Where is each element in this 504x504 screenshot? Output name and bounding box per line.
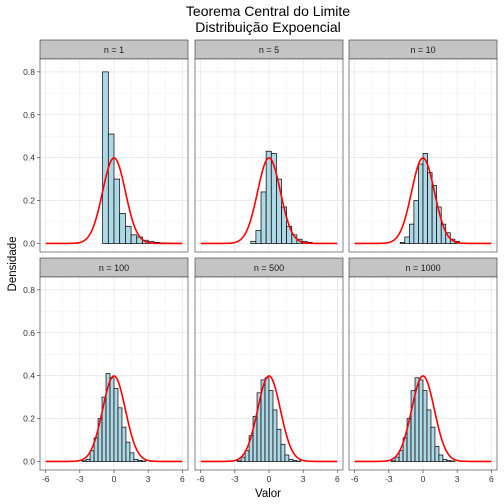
histogram-bar (288, 458, 294, 462)
histogram-bar (109, 377, 115, 462)
histogram-bar (418, 163, 424, 244)
histogram-bar (399, 242, 406, 244)
histogram-bar (427, 172, 433, 244)
histogram-bar (125, 225, 132, 244)
density-curve (354, 375, 492, 463)
histogram-bar (121, 426, 127, 462)
histogram-bar (434, 446, 440, 462)
y-tick-label: 0.4 (23, 371, 35, 381)
x-tick-label: 6 (335, 474, 340, 484)
density-curve (45, 157, 183, 245)
x-tick-label: -6 (351, 474, 359, 484)
histogram-bar (119, 213, 126, 244)
histogram-bar (422, 390, 428, 462)
x-tick-label: 0 (421, 474, 426, 484)
density-curve (200, 375, 338, 463)
histogram-bar (133, 458, 139, 462)
histogram-bar (430, 426, 436, 462)
histogram-bar (125, 441, 131, 462)
histogram-bar (276, 428, 282, 462)
chart-title: Teorema Central do Limite (186, 3, 350, 19)
x-tick-label: 3 (301, 474, 306, 484)
histogram-bar (438, 454, 444, 462)
histogram-bar (426, 409, 432, 462)
facet-panel: n = 1000 -6 -3 0 3 6 (348, 257, 498, 484)
facet-grid: n = 1 0.0 0.2 0.4 0.6 0.8 n = 5 n = 10 n = 100 0.… (23, 39, 498, 484)
facet-panel: n = 10 (348, 39, 498, 253)
x-tick-label: -3 (231, 474, 239, 484)
y-axis-title: Densidade (7, 237, 19, 292)
x-tick-label: 0 (112, 474, 117, 484)
y-tick-label: 0.0 (23, 456, 35, 466)
x-tick-label: 3 (455, 474, 460, 484)
histogram-bar (250, 240, 257, 244)
x-tick-label: 6 (180, 474, 185, 484)
histogram-bar (268, 390, 274, 462)
facet-panel: n = 1 0.0 0.2 0.4 0.6 0.8 (23, 39, 189, 253)
histogram-bar (413, 200, 419, 244)
x-tick-label: -3 (385, 474, 393, 484)
y-tick-label: 0.2 (23, 414, 35, 424)
y-tick-label: 0.8 (23, 67, 35, 77)
facet-strip-label: n = 1000 (405, 263, 440, 273)
histogram-bar (408, 223, 415, 244)
facet-panel: n = 500 -6 -3 0 3 6 (194, 257, 344, 484)
density-curve (354, 157, 492, 245)
y-tick-label: 0.8 (23, 285, 35, 295)
histogram-bar (404, 236, 410, 244)
histogram-bar (113, 388, 119, 462)
histogram-bar (240, 456, 246, 462)
histogram-bar (137, 460, 143, 462)
histogram-bar (85, 458, 91, 462)
facet-panel: n = 100 0.0 0.2 0.4 0.6 0.8 -6 -3 0 3 6 (23, 257, 189, 484)
panel-border (348, 58, 498, 253)
facet-strip-label: n = 5 (259, 45, 279, 55)
facet-strip-label: n = 1 (104, 45, 124, 55)
histogram-bar (130, 234, 138, 244)
histogram-bar (236, 460, 242, 462)
facet-strip-label: n = 100 (99, 263, 129, 273)
chart-subtitle: Distribuição Expoencial (195, 19, 341, 35)
y-tick-label: 0.6 (23, 110, 35, 120)
histogram-bar (265, 150, 272, 244)
density-curve (200, 157, 338, 245)
histogram-bar (102, 71, 109, 244)
histogram-bar (260, 191, 267, 244)
histogram-bar (442, 458, 448, 462)
x-tick-label: 3 (146, 474, 151, 484)
histogram-bar (446, 460, 452, 462)
histogram-bar (255, 230, 262, 244)
histogram-bar (81, 460, 87, 462)
histogram-bar (272, 409, 278, 462)
histogram-bar (117, 407, 123, 462)
x-axis-title: Valor (255, 488, 281, 500)
facet-panel: n = 5 (194, 39, 344, 253)
histogram-bar (422, 153, 428, 244)
facet-strip-label: n = 500 (254, 263, 284, 273)
y-tick-label: 0.0 (23, 238, 35, 248)
histogram-bar (280, 443, 286, 462)
y-tick-label: 0.4 (23, 153, 35, 163)
histogram-bar (390, 460, 396, 462)
density-curve (45, 375, 183, 463)
panel-border (194, 58, 344, 253)
x-tick-label: 6 (489, 474, 494, 484)
y-tick-label: 0.6 (23, 328, 35, 338)
histogram-bar (107, 133, 115, 244)
x-tick-label: 0 (267, 474, 272, 484)
histogram-bar (418, 379, 424, 462)
facet-strip-label: n = 10 (410, 45, 435, 55)
histogram-bar (394, 456, 400, 462)
histogram-bar (264, 377, 270, 462)
x-tick-label: -6 (42, 474, 50, 484)
panel-border (39, 58, 189, 253)
x-tick-label: -6 (197, 474, 205, 484)
histogram-bar (292, 460, 298, 462)
y-tick-label: 0.2 (23, 196, 35, 206)
histogram-bar (113, 178, 121, 244)
x-tick-label: -3 (76, 474, 84, 484)
histogram-bar (284, 454, 290, 462)
histogram-bar (129, 452, 135, 462)
